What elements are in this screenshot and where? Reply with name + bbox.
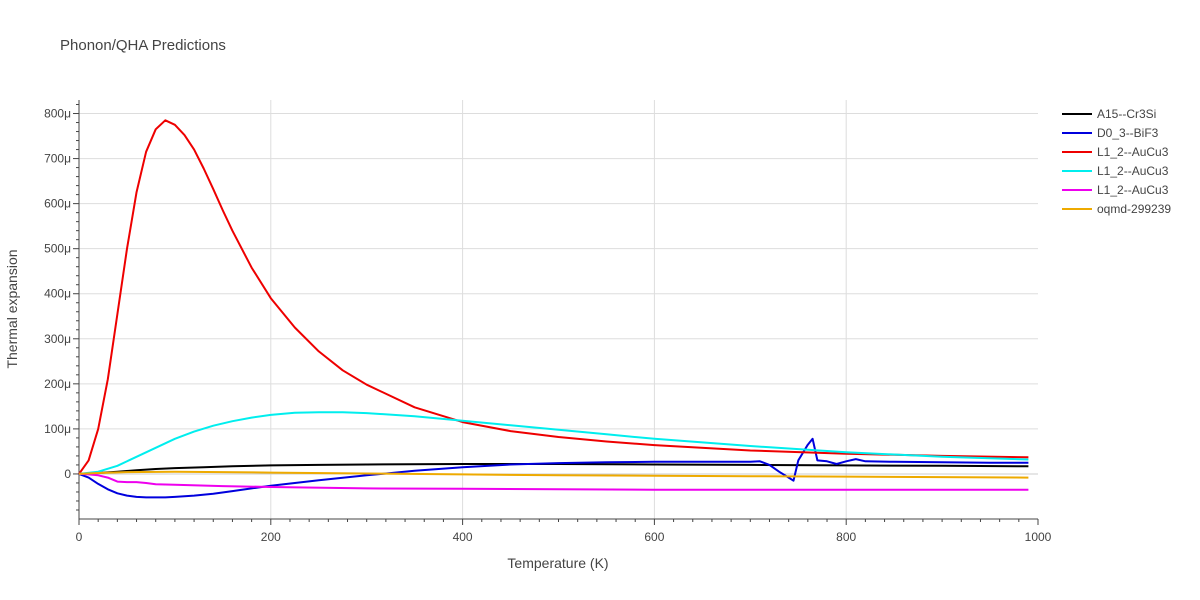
- series-line-0: [78, 463, 1029, 475]
- legend-item[interactable]: L1_2--AuCu3: [1062, 183, 1169, 197]
- legend-label: oqmd-299239: [1097, 202, 1171, 216]
- legend-label: L1_2--AuCu3: [1097, 164, 1169, 178]
- series-lines: [78, 119, 1029, 499]
- legend-item[interactable]: D0_3--BiF3: [1062, 126, 1159, 140]
- y-tick-label: 600μ: [44, 197, 71, 211]
- y-tick-label: 500μ: [44, 242, 71, 256]
- tick-labels: 0 200 400 600 800 1000 0 100μ 200μ 300μ 400μ 500μ 60…: [44, 107, 1052, 544]
- x-tick-label: 200: [261, 530, 281, 544]
- chart-title: Phonon/QHA Predictions: [60, 37, 226, 54]
- legend-item[interactable]: L1_2--AuCu3: [1062, 164, 1169, 178]
- y-axis-title: Thermal expansion: [4, 249, 20, 368]
- x-tick-label: 600: [644, 530, 664, 544]
- x-tick-label: 400: [453, 530, 473, 544]
- y-tick-label: 100μ: [44, 422, 71, 436]
- y-tick-label: 400μ: [44, 287, 71, 301]
- legend-item[interactable]: L1_2--AuCu3: [1062, 145, 1169, 159]
- y-tick-label: 700μ: [44, 152, 71, 166]
- legend-label: D0_3--BiF3: [1097, 126, 1159, 140]
- x-axis-title: Temperature (K): [507, 555, 608, 571]
- series-line-5: [78, 470, 1029, 479]
- x-tick-label: 0: [76, 530, 83, 544]
- x-tick-label: 800: [836, 530, 856, 544]
- y-tick-label: 0: [64, 467, 71, 481]
- grid: [79, 100, 1038, 519]
- series-line-1: [78, 437, 1029, 499]
- series-line-3: [78, 411, 1029, 475]
- legend-label: L1_2--AuCu3: [1097, 183, 1169, 197]
- series-line-4: [78, 472, 1029, 491]
- axes: [78, 100, 1038, 520]
- x-tick-label: 1000: [1025, 530, 1052, 544]
- legend-item[interactable]: A15--Cr3Si: [1062, 107, 1156, 121]
- legend-label: A15--Cr3Si: [1097, 107, 1156, 121]
- legend: A15--Cr3Si D0_3--BiF3 L1_2--AuCu3 L1_2--AuC…: [1062, 107, 1171, 216]
- y-tick-label: 800μ: [44, 107, 71, 121]
- series-line-2: [78, 119, 1029, 475]
- y-tick-label: 300μ: [44, 332, 71, 346]
- legend-item[interactable]: oqmd-299239: [1062, 202, 1171, 216]
- legend-label: L1_2--AuCu3: [1097, 145, 1169, 159]
- y-tick-label: 200μ: [44, 377, 71, 391]
